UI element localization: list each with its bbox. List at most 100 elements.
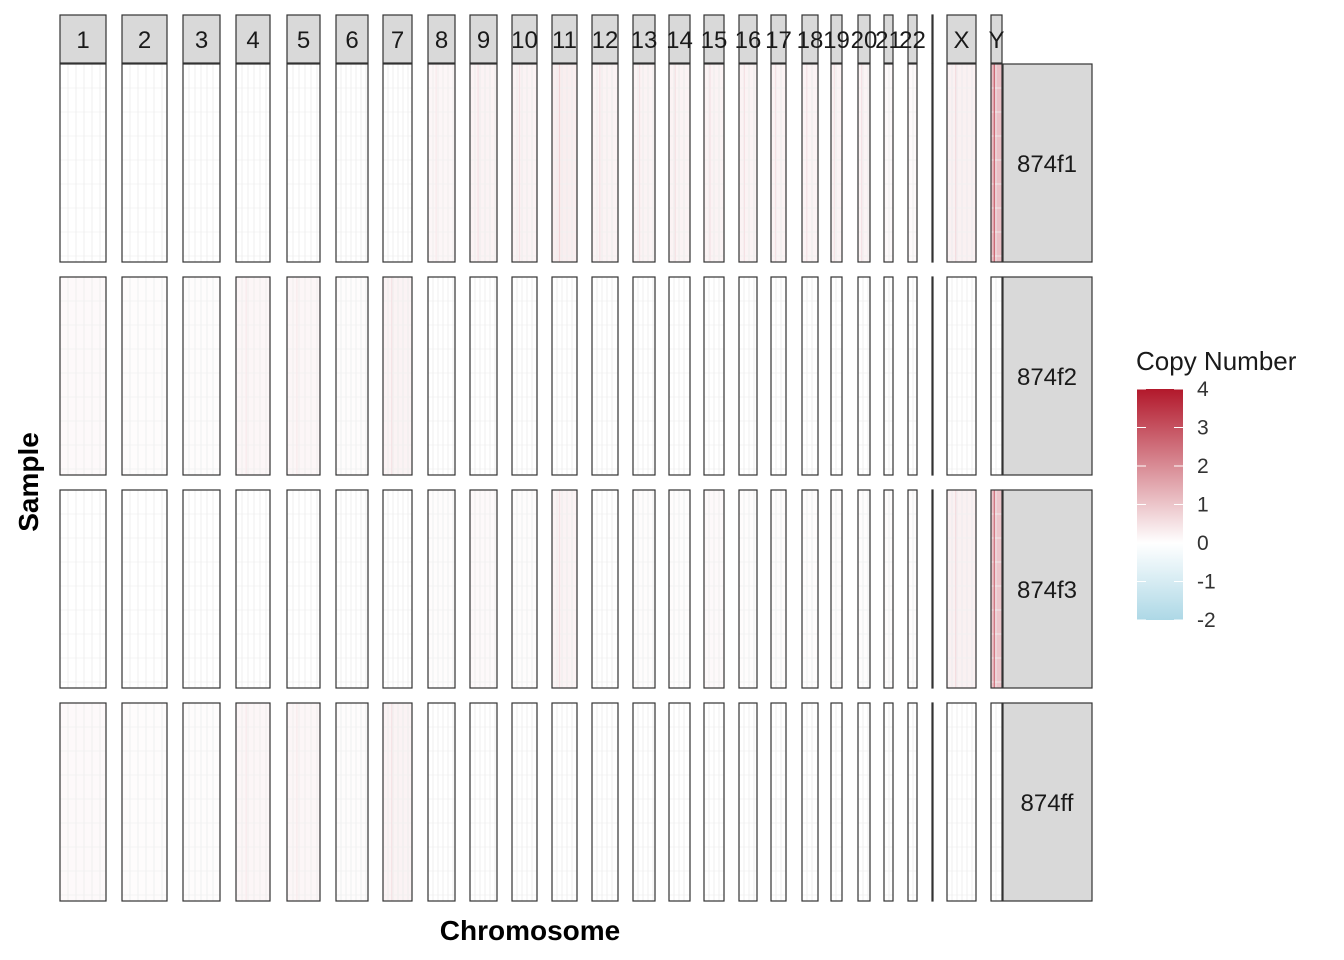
panel-border	[703, 702, 725, 902]
heatmap-panel	[668, 489, 691, 689]
panel-border	[703, 276, 725, 476]
heatmap-cell	[592, 64, 618, 262]
heatmap-panel	[235, 276, 271, 476]
heatmap-cell	[739, 277, 757, 475]
panel-border	[121, 63, 168, 263]
heatmap-cell	[991, 64, 1002, 262]
heatmap-cell	[552, 703, 577, 901]
heatmap-panel	[382, 276, 413, 476]
panel-border	[883, 63, 894, 263]
heatmap-panel	[703, 63, 725, 263]
panel-border	[830, 489, 843, 689]
heatmap-cell	[771, 490, 786, 688]
heatmap-panel	[235, 702, 271, 902]
panel-border	[830, 63, 843, 263]
heatmap-cell	[552, 490, 577, 688]
chromosome-strip: Y	[988, 14, 1005, 64]
heatmap-cell	[991, 277, 1002, 475]
panel-border	[946, 276, 977, 476]
sample-strip: 874ff	[1002, 702, 1093, 902]
heatmap-panel	[883, 276, 894, 476]
heatmap-panel	[770, 276, 787, 476]
heatmap-panel	[551, 276, 578, 476]
heatmap-panel	[770, 63, 787, 263]
heatmap-panel	[632, 63, 656, 263]
chromosome-strip-bg	[632, 14, 656, 64]
legend-tick-label: 1	[1197, 494, 1209, 517]
heatmap-panel	[907, 702, 918, 902]
panel-border	[990, 276, 1003, 476]
panel-border	[511, 489, 538, 689]
heatmap-cell	[831, 64, 842, 262]
panel-border	[907, 702, 918, 902]
panel-border	[551, 702, 578, 902]
chromosome-strip: 3	[182, 14, 221, 64]
chromosome-label: 18	[797, 27, 824, 54]
heatmap-panel	[668, 276, 691, 476]
panel-border	[469, 702, 498, 902]
heatmap-cell	[428, 277, 455, 475]
y-axis-title: Sample	[13, 432, 44, 532]
heatmap-cell	[802, 64, 818, 262]
heatmap-panel	[591, 702, 619, 902]
panel-border	[59, 276, 107, 476]
heatmap-panel	[830, 63, 843, 263]
panel-border	[469, 276, 498, 476]
panel-border	[511, 63, 538, 263]
panel-border	[235, 489, 271, 689]
panel-border	[907, 276, 918, 476]
panel-border	[738, 63, 758, 263]
heatmap-cell	[287, 703, 320, 901]
sample-strip: 874f2	[1002, 276, 1093, 476]
panel-border	[182, 489, 221, 689]
heatmap-panel	[770, 489, 787, 689]
heatmap-cell	[592, 490, 618, 688]
heatmap-panel	[801, 702, 819, 902]
heatmap-panel	[382, 63, 413, 263]
panel-border	[591, 63, 619, 263]
heatmap-panel	[946, 702, 977, 902]
heatmap-panel	[59, 63, 107, 263]
chromosome-label: Y	[988, 27, 1004, 54]
sample-label: 874f1	[1017, 151, 1077, 178]
chromosome-strip: 14	[666, 14, 693, 64]
chromosome-label: 13	[631, 27, 658, 54]
panel-border	[235, 702, 271, 902]
chromosome-strip: 9	[469, 14, 498, 64]
heatmap-cell	[287, 64, 320, 262]
heatmap-panel	[427, 489, 456, 689]
heatmap-cell	[592, 703, 618, 901]
sample-strip-bg	[1002, 276, 1093, 476]
chromosome-strip-bg	[182, 14, 221, 64]
heatmap-cell	[802, 490, 818, 688]
heatmap-panel	[59, 489, 107, 689]
heatmap-panel	[738, 276, 758, 476]
heatmap-cell	[884, 277, 893, 475]
panel-border	[931, 63, 934, 263]
chromosome-label: 16	[735, 27, 762, 54]
panel-border	[946, 702, 977, 902]
heatmap-panel	[121, 702, 168, 902]
heatmap-panel	[511, 63, 538, 263]
chromosome-label: 15	[701, 27, 728, 54]
panel-border	[931, 276, 934, 476]
heatmap-cell	[802, 277, 818, 475]
heatmap-panel	[931, 63, 934, 263]
panel-border	[907, 489, 918, 689]
heatmap-panel	[801, 63, 819, 263]
chromosome-label: 22	[899, 27, 926, 54]
heatmap-cell	[633, 64, 655, 262]
heatmap-panel	[931, 276, 934, 476]
chromosome-strip: X	[946, 14, 977, 64]
panel-border	[907, 63, 918, 263]
panel-border	[469, 489, 498, 689]
chromosome-strip: 6	[335, 14, 369, 64]
heatmap-panel	[427, 702, 456, 902]
heatmap-panel	[907, 276, 918, 476]
heatmap-cell	[831, 703, 842, 901]
panel-border	[591, 489, 619, 689]
legend: Copy Number 4 3 2 1 0 -1 -2	[1136, 346, 1297, 632]
sample-strip-bg	[1002, 702, 1093, 902]
panel-border	[59, 489, 107, 689]
